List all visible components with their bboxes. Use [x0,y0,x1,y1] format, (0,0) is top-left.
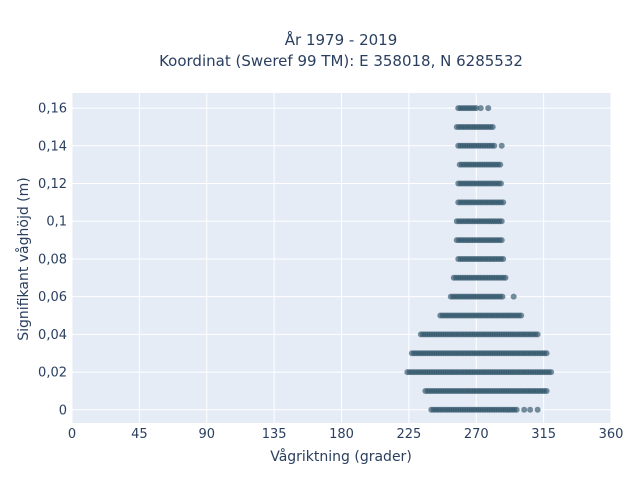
y-tick-label: 0,08 [38,252,67,267]
scatter-point [500,255,507,262]
scatter-point [498,218,505,225]
scatter-point [521,406,528,413]
y-tick-label: 0,1 [46,215,67,230]
data-points [404,105,555,413]
scatter-point [543,350,550,357]
y-tick-label: 0,02 [38,366,67,381]
scatter-point [518,312,525,319]
scatter-point [477,105,484,112]
chart-title-line-2: Koordinat (Sweref 99 TM): E 358018, N 62… [159,52,523,70]
scatter-point [498,237,505,244]
x-tick-label: 45 [131,427,148,442]
scatter-point [498,142,505,149]
scatter-point [497,180,504,187]
y-tick-label: 0,06 [38,290,67,305]
x-gridlines [71,93,612,423]
scatter-point [543,387,550,394]
scatter-point [548,369,555,376]
scatter-point [502,274,509,281]
scatter-point [510,293,517,300]
scatter-point [497,161,504,168]
y-tick-label: 0 [59,403,67,418]
x-tick-label: 90 [198,427,215,442]
scatter-point [489,123,496,130]
x-tick-labels: 0 45 90 135 180 225 270 315 360 [68,427,624,442]
x-tick-label: 360 [599,427,624,442]
y-tick-label: 0,04 [38,328,67,343]
scatter-point [534,406,541,413]
chart-title-line-1: År 1979 - 2019 [285,30,398,49]
scatter-point [473,105,480,112]
x-tick-label: 180 [329,427,354,442]
scatter-point [513,406,520,413]
x-tick-label: 135 [262,427,287,442]
scatter-point [499,293,506,300]
y-tick-label: 0,12 [38,177,67,192]
y-tick-label: 0,16 [38,102,67,117]
scatter-point [500,199,507,206]
x-tick-label: 315 [531,427,556,442]
scatter-point [485,105,492,112]
y-tick-label: 0,14 [38,139,67,154]
y-axis-label: Signifikant våghöjd (m) [15,177,32,340]
x-tick-label: 270 [464,427,489,442]
x-axis-label: Vågriktning (grader) [270,448,412,465]
y-tick-labels: 0 0,02 0,04 0,06 0,08 0,1 0,12 0,14 0,16 [38,102,67,419]
scatter-point [534,331,541,338]
x-tick-label: 0 [68,427,76,442]
scatter-point [527,406,534,413]
x-tick-label: 225 [396,427,421,442]
scatter-point [491,142,498,149]
